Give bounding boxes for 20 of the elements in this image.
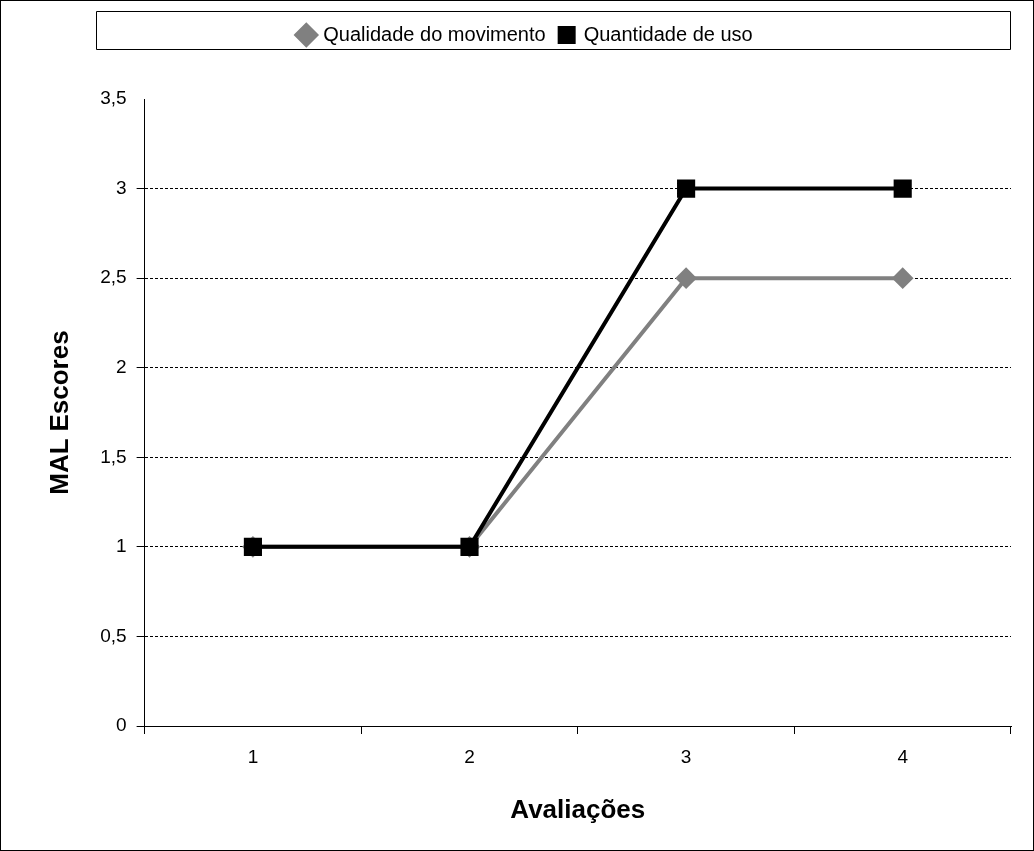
y-tick-label: 3 [116,176,127,198]
point [892,268,913,289]
x-tick-label: 3 [680,745,692,767]
x-tick-label: 4 [897,745,909,767]
legend-label: Quantidade de uso [583,22,753,45]
x-tick-label: 1 [247,745,259,767]
y-axis-title: MAL Escores [43,330,74,495]
y-tick-label: 1 [116,535,127,557]
point [676,268,697,289]
x-tick-label: 2 [464,745,475,767]
y-tick-label: 0 [116,714,127,736]
y-tick-label: 1,5 [100,445,127,467]
y-tick-label: 2 [116,355,127,377]
y-tick-label: 2,5 [100,266,127,288]
point [677,179,696,198]
legend-label: Qualidade do movimento [323,22,546,45]
point [893,179,912,198]
y-tick-label: 3,5 [100,87,127,109]
x-axis-title: Avaliações [510,793,646,824]
y-tick-label: 0,5 [100,624,127,646]
